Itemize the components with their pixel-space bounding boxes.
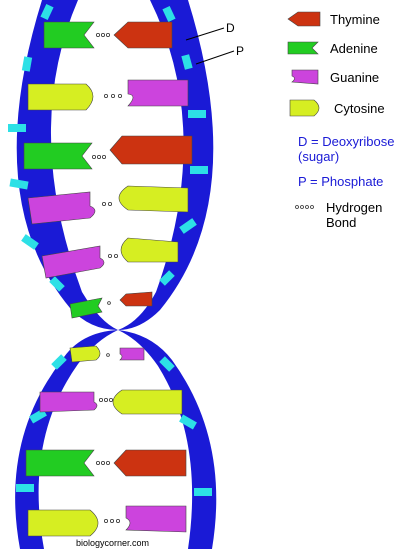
d-pointer-line (185, 27, 225, 41)
phosphate-marker (21, 56, 33, 72)
adenine-base (43, 21, 95, 49)
phosphate-marker (179, 414, 197, 430)
cytosine-base (118, 185, 189, 213)
thymine-base (113, 21, 173, 49)
guanine-base (125, 505, 187, 533)
backbone-right-lower (118, 330, 217, 549)
phosphate-marker (51, 354, 67, 370)
phosphate-marker (159, 356, 175, 372)
adenine-base (23, 142, 93, 170)
upper-helix (16, 0, 214, 330)
thymine-base (113, 449, 187, 477)
guanine-base (127, 79, 189, 107)
adenine-base (25, 449, 95, 477)
cytosine-base (112, 389, 183, 415)
backbone-left-lower (15, 330, 119, 549)
hydrogen-bonds (92, 33, 123, 524)
guanine-base (27, 191, 96, 225)
phosphate-marker (188, 110, 206, 118)
guanine-base (41, 245, 105, 279)
thymine-swatch (287, 11, 321, 27)
backbone-right-upper (118, 0, 214, 330)
thymine-base (109, 135, 193, 165)
phosphate-marker (40, 3, 54, 21)
phosphate-marker (16, 484, 34, 492)
p-pointer-line (195, 50, 235, 65)
cytosine-base (27, 509, 99, 537)
phosphate-marker (181, 54, 193, 70)
phosphate-marker (49, 276, 65, 292)
adenine-swatch (287, 41, 319, 55)
adenine-base (69, 297, 103, 319)
cytosine-base (120, 237, 179, 263)
phosphate-marker (190, 166, 208, 174)
lower-helix (15, 330, 217, 549)
guanine-base (39, 391, 98, 413)
phosphate-marker (162, 5, 176, 23)
hydrogen-bond-legend-icon (295, 205, 314, 209)
d-label: D (226, 21, 235, 35)
guanine-swatch (291, 69, 319, 85)
legend-swatches (287, 11, 321, 117)
phosphate-marker (9, 178, 29, 190)
cytosine-base (27, 83, 94, 111)
guanine-base (119, 347, 145, 361)
p-label: P (236, 44, 244, 58)
cytosine-base (69, 345, 101, 363)
backbone-left-upper (16, 0, 118, 330)
phosphate-marker (29, 408, 47, 424)
credit-text: biologycorner.com (76, 538, 149, 548)
phosphate-marker (194, 488, 212, 496)
phosphate-marker (159, 270, 175, 286)
cytosine-swatch (289, 99, 320, 117)
thymine-base (119, 291, 153, 307)
base-pairs (23, 21, 193, 537)
phosphate-marker (179, 218, 197, 234)
phosphate-marker (21, 234, 39, 250)
phosphate-markers (8, 3, 212, 496)
phosphate-marker (8, 124, 26, 132)
